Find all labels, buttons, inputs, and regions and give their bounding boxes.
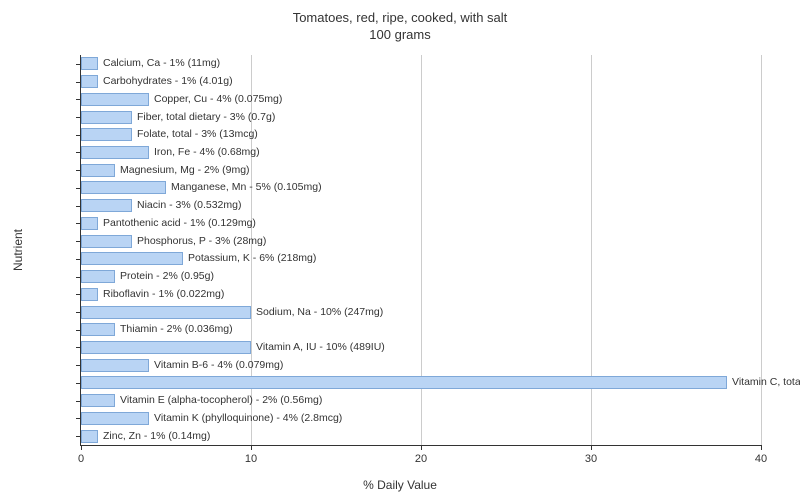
nutrient-bar: [81, 164, 115, 177]
x-tick-label: 0: [78, 453, 84, 465]
bar-row: Potassium, K - 6% (218mg): [81, 250, 761, 268]
nutrient-bar-label: Pantothenic acid - 1% (0.129mg): [103, 218, 256, 229]
nutrient-bar: [81, 57, 98, 70]
x-tick-label: 10: [245, 453, 257, 465]
x-tick-label: 20: [415, 453, 427, 465]
nutrient-bar: [81, 323, 115, 336]
bar-row: Folate, total - 3% (13mcg): [81, 126, 761, 144]
bar-row: Phosphorus, P - 3% (28mg): [81, 232, 761, 250]
nutrient-bar-label: Carbohydrates - 1% (4.01g): [103, 76, 233, 87]
x-axis-title: % Daily Value: [363, 478, 437, 492]
nutrient-bar-label: Riboflavin - 1% (0.022mg): [103, 289, 224, 300]
x-tick: [591, 445, 592, 450]
nutrient-bar: [81, 111, 132, 124]
x-tick-label: 30: [585, 453, 597, 465]
nutrient-bar-label: Zinc, Zn - 1% (0.14mg): [103, 431, 210, 442]
x-tick: [81, 445, 82, 450]
x-tick: [421, 445, 422, 450]
nutrient-bar: [81, 270, 115, 283]
nutrient-bar: [81, 93, 149, 106]
nutrient-bar: [81, 181, 166, 194]
nutrient-bar: [81, 430, 98, 443]
nutrient-bar-label: Thiamin - 2% (0.036mg): [120, 324, 233, 335]
x-tick: [761, 445, 762, 450]
bar-row: Manganese, Mn - 5% (0.105mg): [81, 179, 761, 197]
nutrient-bar-label: Vitamin E (alpha-tocopherol) - 2% (0.56m…: [120, 395, 322, 406]
bar-row: Vitamin E (alpha-tocopherol) - 2% (0.56m…: [81, 392, 761, 410]
bar-row: Iron, Fe - 4% (0.68mg): [81, 144, 761, 162]
bar-row: Fiber, total dietary - 3% (0.7g): [81, 108, 761, 126]
nutrient-bar-label: Vitamin A, IU - 10% (489IU): [256, 342, 385, 353]
bar-row: Thiamin - 2% (0.036mg): [81, 321, 761, 339]
chart-title-line1: Tomatoes, red, ripe, cooked, with salt: [0, 10, 800, 27]
bar-row: Magnesium, Mg - 2% (9mg): [81, 161, 761, 179]
bar-row: Pantothenic acid - 1% (0.129mg): [81, 215, 761, 233]
bar-row: Vitamin C, total ascorbic acid - 38% (22…: [81, 374, 761, 392]
nutrient-bar-label: Magnesium, Mg - 2% (9mg): [120, 165, 250, 176]
nutrient-bar-label: Vitamin B-6 - 4% (0.079mg): [154, 360, 283, 371]
nutrient-bar: [81, 146, 149, 159]
nutrient-bar-label: Manganese, Mn - 5% (0.105mg): [171, 182, 322, 193]
y-axis-title: Nutrient: [11, 229, 25, 271]
nutrient-bar-label: Vitamin C, total ascorbic acid - 38% (22…: [732, 377, 800, 388]
nutrient-bar: [81, 359, 149, 372]
nutrient-bar: [81, 75, 98, 88]
nutrient-bar: [81, 394, 115, 407]
bar-row: Sodium, Na - 10% (247mg): [81, 303, 761, 321]
nutrient-bar: [81, 288, 98, 301]
bar-row: Calcium, Ca - 1% (11mg): [81, 55, 761, 73]
nutrient-bar: [81, 128, 132, 141]
x-tick-label: 40: [755, 453, 767, 465]
bar-row: Vitamin K (phylloquinone) - 4% (2.8mcg): [81, 410, 761, 428]
nutrient-bar-label: Copper, Cu - 4% (0.075mg): [154, 94, 282, 105]
nutrient-bar: [81, 199, 132, 212]
nutrient-bar-label: Fiber, total dietary - 3% (0.7g): [137, 112, 275, 123]
plot-area: 010203040Calcium, Ca - 1% (11mg)Carbohyd…: [80, 55, 761, 446]
bar-row: Niacin - 3% (0.532mg): [81, 197, 761, 215]
bar-row: Riboflavin - 1% (0.022mg): [81, 285, 761, 303]
nutrient-bar-label: Potassium, K - 6% (218mg): [188, 253, 316, 264]
chart-title-line2: 100 grams: [0, 27, 800, 44]
nutrient-bar-label: Folate, total - 3% (13mcg): [137, 129, 258, 140]
nutrient-bar-label: Calcium, Ca - 1% (11mg): [103, 58, 220, 69]
nutrient-bar: [81, 412, 149, 425]
bar-row: Zinc, Zn - 1% (0.14mg): [81, 427, 761, 445]
chart-container: Tomatoes, red, ripe, cooked, with salt 1…: [0, 0, 800, 500]
nutrient-bar: [81, 252, 183, 265]
nutrient-bar-label: Iron, Fe - 4% (0.68mg): [154, 147, 260, 158]
bar-row: Vitamin B-6 - 4% (0.079mg): [81, 356, 761, 374]
nutrient-bar-label: Protein - 2% (0.95g): [120, 271, 214, 282]
bar-row: Copper, Cu - 4% (0.075mg): [81, 90, 761, 108]
nutrient-bar: [81, 376, 727, 389]
nutrient-bar: [81, 217, 98, 230]
nutrient-bar-label: Sodium, Na - 10% (247mg): [256, 307, 383, 318]
nutrient-bar-label: Niacin - 3% (0.532mg): [137, 200, 241, 211]
bar-row: Carbohydrates - 1% (4.01g): [81, 73, 761, 91]
nutrient-bar: [81, 306, 251, 319]
bar-row: Vitamin A, IU - 10% (489IU): [81, 339, 761, 357]
bar-row: Protein - 2% (0.95g): [81, 268, 761, 286]
nutrient-bar-label: Phosphorus, P - 3% (28mg): [137, 236, 266, 247]
chart-title-block: Tomatoes, red, ripe, cooked, with salt 1…: [0, 0, 800, 44]
nutrient-bar-label: Vitamin K (phylloquinone) - 4% (2.8mcg): [154, 413, 342, 424]
nutrient-bar: [81, 341, 251, 354]
nutrient-bar: [81, 235, 132, 248]
x-tick: [251, 445, 252, 450]
